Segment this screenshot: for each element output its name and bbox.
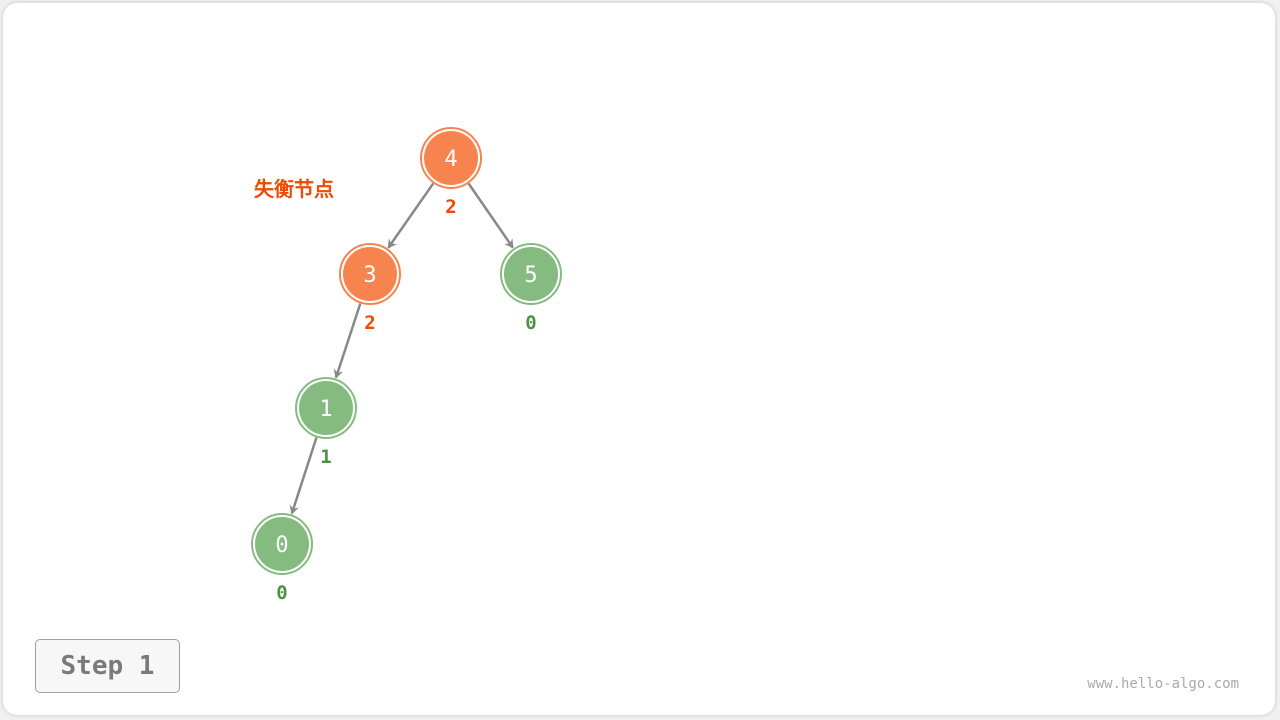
edge-4-3 xyxy=(387,182,435,249)
watermark: www.hello-algo.com xyxy=(1087,676,1239,692)
canvas xyxy=(3,3,1275,715)
unbalanced-node-label: 失衡节点 xyxy=(254,177,334,201)
node-5 xyxy=(504,247,558,301)
node-value: 3 xyxy=(363,263,376,288)
node-value: 4 xyxy=(444,147,457,172)
balance-factor: 2 xyxy=(364,312,375,334)
node-1 xyxy=(299,381,353,435)
node-3 xyxy=(343,247,397,301)
node-4 xyxy=(424,131,478,185)
node-0 xyxy=(255,517,309,571)
node-value: 0 xyxy=(275,533,288,558)
balance-factor: 2 xyxy=(445,196,456,218)
edge-4-5 xyxy=(467,182,514,249)
balance-factor: 0 xyxy=(525,312,536,334)
balance-factor: 0 xyxy=(276,582,287,604)
node-value: 1 xyxy=(319,397,332,422)
step-button[interactable]: Step 1 xyxy=(35,639,180,693)
balance-factor: 1 xyxy=(320,446,331,468)
node-value: 5 xyxy=(524,263,537,288)
edge-1-0 xyxy=(289,437,318,515)
edge-3-1 xyxy=(333,303,362,379)
